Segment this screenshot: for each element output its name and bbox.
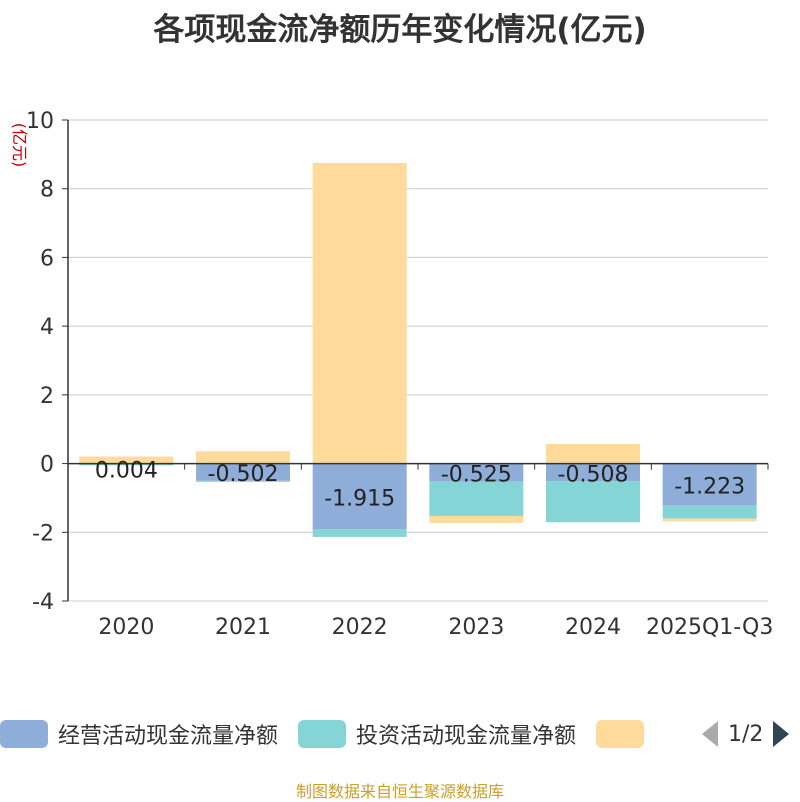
bar-operating-2023[interactable]: [429, 463, 524, 482]
legend-label-investing: 投资活动现金流量净额: [356, 724, 577, 749]
legend: 经营活动现金流量净额 投资活动现金流量净额: [0, 716, 674, 752]
legend-swatch-operating: [0, 720, 48, 748]
bar-financing-2024[interactable]: [546, 443, 640, 464]
data-label: -1.223: [674, 475, 745, 500]
legend-item-operating[interactable]: 经营活动现金流量净额: [0, 718, 278, 750]
y-tick-label: -2: [32, 521, 54, 546]
bar-financing-2022[interactable]: [312, 162, 407, 464]
y-tick-label: 10: [26, 109, 54, 134]
bar-financing-2021[interactable]: [196, 451, 290, 464]
legend-item-investing[interactable]: 投资活动现金流量净额: [298, 718, 576, 750]
data-label: 0.004: [95, 459, 158, 484]
bar-operating-2025Q1-Q3[interactable]: [662, 463, 757, 506]
bar-operating-2024[interactable]: [546, 463, 640, 482]
x-tick-label: 2025Q1-Q3: [646, 615, 773, 640]
data-label: -1.915: [324, 486, 395, 511]
bar-investing-2022[interactable]: [312, 529, 407, 537]
y-tick-label: 8: [40, 178, 54, 203]
x-tick-label: 2022: [332, 615, 388, 640]
bar-investing-2021[interactable]: [196, 480, 290, 482]
x-tick-label: 2023: [448, 615, 504, 640]
bar-operating-2022[interactable]: [312, 463, 407, 530]
legend-next-page-icon[interactable]: [771, 719, 791, 749]
chart-plot: (亿元) -4 -2 0 2 4 6 8 10 2020 2021 2022 2023 2024 2025…: [10, 109, 773, 640]
bar-investing-2024[interactable]: [546, 481, 640, 523]
bar-investing-2020[interactable]: [79, 463, 174, 466]
legend-swatch-financing: [596, 720, 645, 748]
source-note: 制图数据来自恒生聚源数据库: [295, 782, 504, 801]
y-axis-unit-label: (亿元): [10, 123, 29, 168]
x-tick-label: 2021: [215, 615, 271, 640]
legend-page-indicator: 1/2: [728, 721, 764, 747]
bar-investing-2023[interactable]: [429, 481, 524, 516]
chart-title: 各项现金流净额历年变化情况(亿元): [153, 12, 647, 48]
y-tick-label: -4: [32, 590, 54, 615]
bar-investing-2025Q1-Q3[interactable]: [662, 505, 757, 519]
y-tick-label: 0: [40, 453, 54, 478]
data-label: -0.508: [558, 462, 629, 487]
bar-financing-2023[interactable]: [429, 515, 524, 523]
bar-financing-2025Q1-Q3[interactable]: [662, 518, 757, 522]
legend-prev-page-icon[interactable]: [700, 719, 720, 749]
data-label: -0.502: [208, 462, 279, 487]
bar-operating-2021[interactable]: [196, 463, 290, 481]
x-tick-label: 2020: [98, 615, 154, 640]
legend-label-operating: 经营活动现金流量净额: [58, 724, 279, 749]
legend-swatch-investing: [298, 720, 347, 748]
y-tick-label: 6: [40, 246, 54, 271]
y-tick-label: 2: [40, 384, 54, 409]
bar-financing-2020[interactable]: [79, 456, 174, 464]
x-tick-label: 2024: [565, 615, 621, 640]
y-tick-label: 4: [40, 315, 54, 340]
data-label: -0.525: [441, 463, 512, 488]
legend-pager: 1/2: [700, 716, 791, 752]
legend-item-financing[interactable]: [596, 720, 654, 748]
